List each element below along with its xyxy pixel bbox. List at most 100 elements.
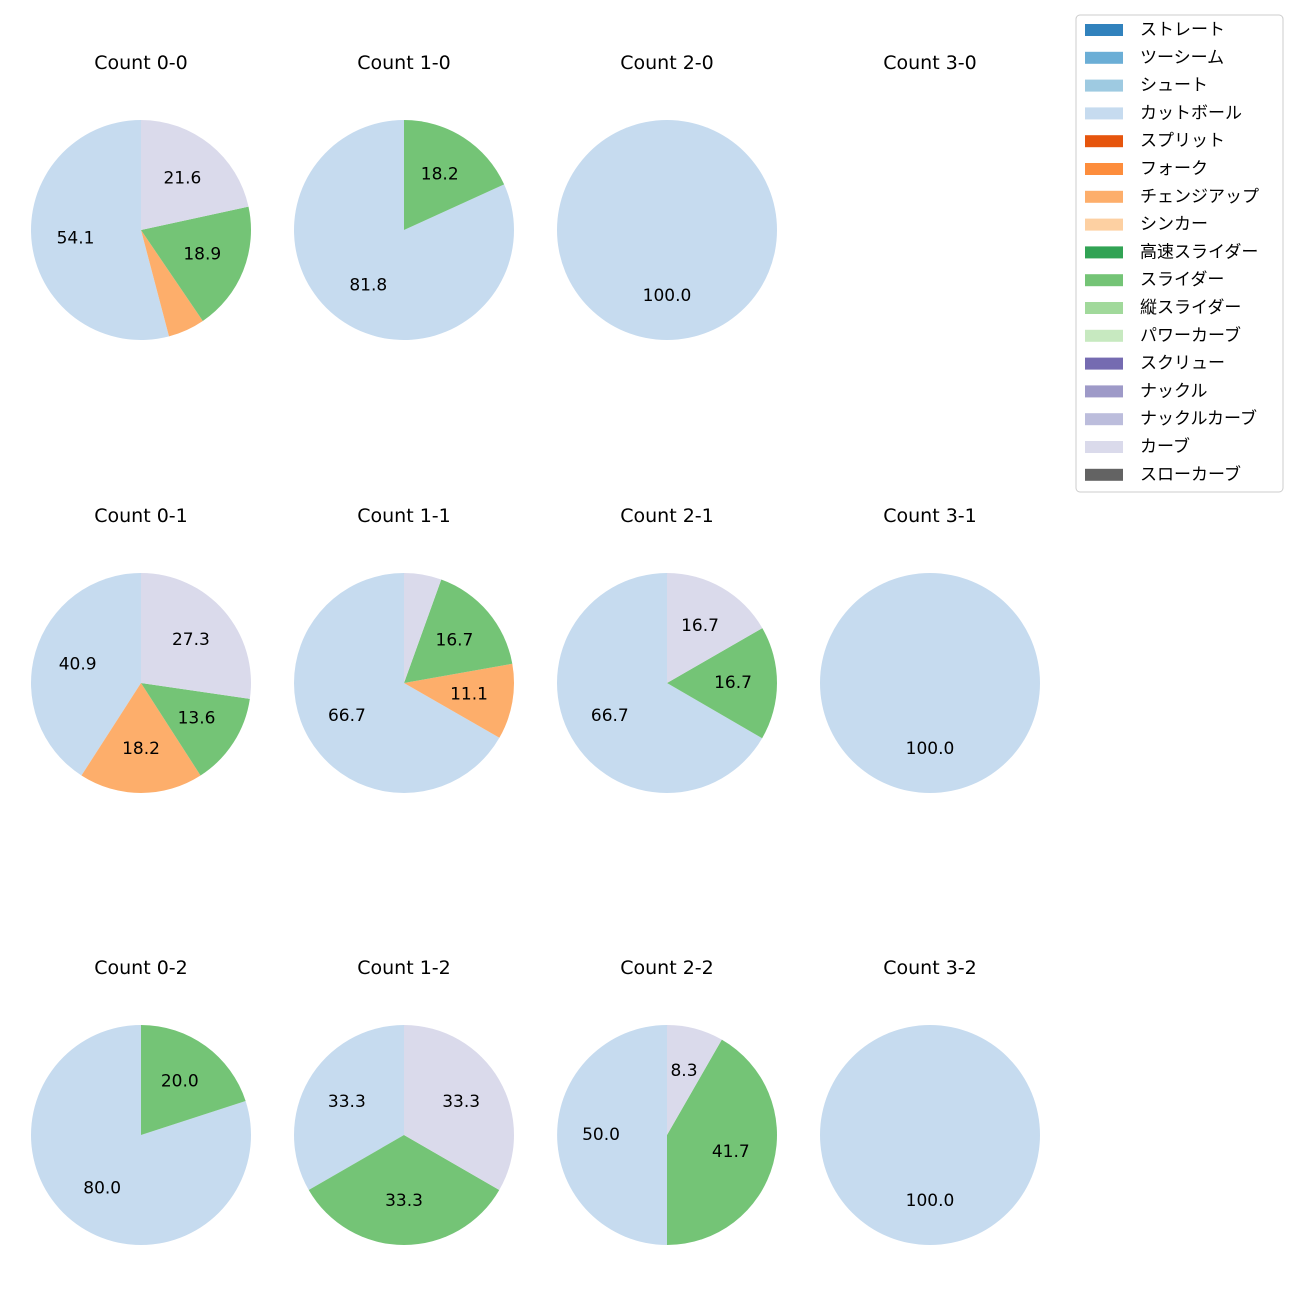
pie-chart: Count 0-1 40.9 18.2 13.6 27.3 (30, 505, 251, 793)
pie-slice-label: 80.0 (83, 1178, 121, 1198)
pie-slice-label: 33.3 (442, 1092, 480, 1112)
pie-slice-label: 13.6 (178, 709, 216, 729)
legend-label: スローカーブ (1140, 464, 1241, 485)
pie-chart: Count 1-0 81.8 18.2 (293, 52, 514, 340)
legend-swatch (1085, 357, 1123, 370)
pie-slice (404, 579, 513, 683)
legend-swatch (1085, 329, 1123, 342)
pie-slice (141, 230, 203, 337)
legend-swatch (1085, 274, 1123, 287)
pie-slice-label: 33.3 (328, 1092, 366, 1112)
legend-label: シュート (1140, 76, 1208, 96)
legend-swatch (1085, 302, 1123, 314)
pie-slice (820, 1025, 1040, 1245)
legend-swatch (1085, 413, 1123, 426)
legend-label: ナックル (1140, 381, 1208, 401)
pie-slice (820, 573, 1040, 793)
pie-title: Count 0-2 (94, 957, 188, 979)
legend-item: パワーカーブ (1085, 325, 1241, 346)
pie-slice-label: 8.3 (670, 1061, 697, 1081)
legend-swatch (1085, 385, 1123, 398)
pie-slice (667, 628, 777, 739)
pie-slice-label: 18.9 (183, 244, 221, 264)
legend-item: ナックルカーブ (1085, 408, 1257, 429)
legend-swatch (1085, 51, 1123, 64)
legend-label: ストレート (1140, 20, 1225, 40)
legend-swatch (1085, 24, 1123, 36)
legend-swatch (1085, 190, 1123, 203)
legend-swatch (1085, 135, 1123, 148)
pie-title: Count 1-2 (357, 957, 451, 979)
legend-item: ストレート (1085, 20, 1225, 40)
pie-slice (141, 573, 251, 699)
legend-item: ナックル (1085, 381, 1208, 401)
legend-swatch (1085, 246, 1123, 259)
legend: ストレートツーシームシュートカットボールスプリットフォークチェンジアップシンカー… (1075, 14, 1284, 493)
pie-slice (667, 573, 763, 683)
legend-label: 縦スライダー (1140, 298, 1241, 318)
pie-slice-label: 41.7 (712, 1142, 750, 1162)
legend-label: カーブ (1140, 436, 1190, 457)
pie-slice (141, 683, 250, 776)
legend-item: シュート (1085, 76, 1208, 96)
legend-swatch (1085, 79, 1123, 92)
pie-slice (293, 120, 514, 340)
pie-slice (557, 573, 763, 793)
pie-slice-label: 54.1 (57, 228, 95, 248)
legend-label: フォーク (1140, 159, 1208, 179)
pie-slice (31, 120, 170, 340)
pie-chart: Count 1-1 66.7 11.1 16.7 (293, 505, 514, 793)
legend-swatch (1085, 107, 1123, 120)
legend-swatch (1085, 441, 1123, 453)
pie-slice-label: 100.0 (906, 739, 955, 759)
legend-label: ツーシーム (1140, 48, 1224, 68)
legend-label: 高速スライダー (1140, 242, 1258, 262)
pie-chart: Count 0-2 80.0 20.0 (31, 957, 252, 1245)
pie-title: Count 0-1 (94, 505, 188, 527)
pie-slice (404, 1025, 514, 1190)
legend-label: スライダー (1140, 270, 1224, 290)
pie-slice-label: 33.3 (385, 1191, 423, 1211)
legend-label: シンカー (1140, 215, 1208, 235)
legend-item: スクリュー (1085, 354, 1225, 374)
pie-slice (293, 573, 500, 793)
legend-item: チェンジアップ (1085, 187, 1259, 207)
legend-item: スプリット (1085, 131, 1225, 151)
pie-slice-label: 40.9 (59, 654, 97, 674)
pie-slice-label: 18.2 (421, 164, 459, 184)
pie-slice-label: 18.2 (122, 739, 160, 759)
legend-label: スプリット (1140, 131, 1225, 151)
pie-slice-label: 16.7 (714, 673, 752, 693)
legend-swatch (1085, 163, 1123, 175)
pie-slice-label: 100.0 (906, 1191, 955, 1211)
pie-title: Count 1-1 (357, 505, 451, 527)
pie-slice-label: 11.1 (450, 684, 488, 704)
pie-slice (404, 663, 514, 738)
pie-slice-label: 100.0 (643, 286, 692, 306)
pie-slice (30, 573, 142, 776)
legend-item: カーブ (1085, 436, 1190, 457)
pie-slice-label: 16.7 (681, 616, 719, 636)
legend-item: シンカー (1085, 215, 1208, 235)
legend-item: 縦スライダー (1085, 298, 1241, 318)
pie-chart: Count 2-2 50.0 41.7 8.3 (557, 957, 777, 1245)
pie-slice (404, 573, 442, 683)
legend-label: スクリュー (1140, 354, 1225, 374)
pie-slice (557, 120, 777, 340)
pie-slice-label: 27.3 (172, 630, 210, 650)
pie-chart: Count 3-2 100.0 (820, 957, 1040, 1245)
pie-slice-label: 66.7 (328, 706, 366, 726)
pie-title: Count 0-0 (94, 52, 188, 74)
pie-slice (294, 1025, 404, 1190)
pie-title: Count 2-1 (620, 505, 714, 527)
pie-chart: Count 0-0 54.1 18.9 21.6 (31, 52, 251, 340)
legend-item: カットボール (1085, 103, 1242, 123)
pie-title: Count 2-0 (620, 52, 714, 74)
legend-item: 高速スライダー (1085, 242, 1258, 262)
pie-slice-label: 81.8 (349, 276, 387, 296)
pie-title: Count 3-1 (883, 505, 977, 527)
pie-chart: Count 1-2 33.3 33.3 33.3 (294, 957, 514, 1245)
legend-frame (1075, 14, 1284, 493)
pie-slice-label: 66.7 (591, 706, 629, 726)
